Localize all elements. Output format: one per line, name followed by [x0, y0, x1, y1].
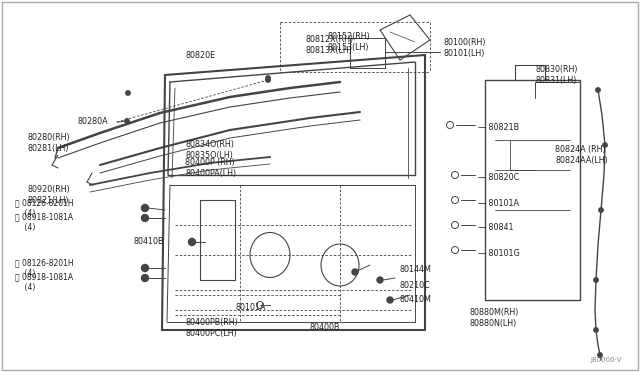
- Text: 80410M: 80410M: [400, 295, 432, 305]
- Text: 80101A: 80101A: [235, 304, 266, 312]
- Circle shape: [598, 353, 602, 357]
- Text: 80144M: 80144M: [400, 266, 432, 275]
- Text: Ⓝ 08918-1081A
    (4): Ⓝ 08918-1081A (4): [15, 272, 73, 292]
- Text: 80410B: 80410B: [133, 237, 163, 247]
- Text: 80400B: 80400B: [310, 324, 340, 333]
- Text: J80000·V: J80000·V: [590, 357, 621, 363]
- Text: 80824A (RH)
80824AA(LH): 80824A (RH) 80824AA(LH): [555, 145, 608, 165]
- Text: 80834O(RH)
80835O(LH): 80834O(RH) 80835O(LH): [185, 140, 234, 160]
- Text: 80830(RH)
80831(LH): 80830(RH) 80831(LH): [536, 65, 579, 85]
- Circle shape: [266, 76, 270, 80]
- Circle shape: [594, 278, 598, 282]
- Text: 80152(RH)
80153(LH): 80152(RH) 80153(LH): [328, 32, 371, 52]
- Text: — 80101G: — 80101G: [478, 248, 520, 257]
- Circle shape: [141, 205, 148, 212]
- Circle shape: [596, 88, 600, 92]
- Text: 80280(RH)
80281(LH): 80280(RH) 80281(LH): [28, 133, 70, 153]
- Circle shape: [603, 143, 607, 147]
- Text: — 80820C: — 80820C: [478, 173, 519, 182]
- Circle shape: [189, 238, 195, 246]
- Text: Ⓝ 08918-1081A
    (4): Ⓝ 08918-1081A (4): [15, 212, 73, 232]
- Text: Ⓑ 08126-8201H
    (4): Ⓑ 08126-8201H (4): [15, 258, 74, 278]
- Circle shape: [599, 208, 604, 212]
- Circle shape: [141, 264, 148, 272]
- Text: 80880M(RH)
80880N(LH): 80880M(RH) 80880N(LH): [470, 308, 520, 328]
- Circle shape: [352, 269, 358, 275]
- Circle shape: [141, 275, 148, 282]
- Circle shape: [266, 78, 270, 82]
- Text: 80820E: 80820E: [185, 51, 215, 60]
- Text: 80280A: 80280A: [78, 118, 109, 126]
- Text: 80812X(RH)
80813X(LH): 80812X(RH) 80813X(LH): [305, 35, 353, 55]
- Circle shape: [125, 119, 129, 123]
- Text: 80100(RH)
80101(LH): 80100(RH) 80101(LH): [443, 38, 486, 58]
- Text: Ⓑ 08126-8201H
    (4): Ⓑ 08126-8201H (4): [15, 198, 74, 218]
- Text: — 80821B: — 80821B: [478, 122, 519, 131]
- Circle shape: [387, 297, 393, 303]
- Text: — 80841: — 80841: [478, 224, 513, 232]
- Text: — 80101A: — 80101A: [478, 199, 519, 208]
- Text: 80400P (RH)
80400PA(LH): 80400P (RH) 80400PA(LH): [185, 158, 236, 178]
- Text: 80920(RH)
80821(LH): 80920(RH) 80821(LH): [28, 185, 71, 205]
- Circle shape: [377, 277, 383, 283]
- Circle shape: [594, 328, 598, 332]
- Circle shape: [141, 215, 148, 221]
- Text: 80400PB(RH)
80400PC(LH): 80400PB(RH) 80400PC(LH): [185, 318, 237, 338]
- Circle shape: [126, 91, 130, 95]
- Text: 80210C: 80210C: [400, 280, 431, 289]
